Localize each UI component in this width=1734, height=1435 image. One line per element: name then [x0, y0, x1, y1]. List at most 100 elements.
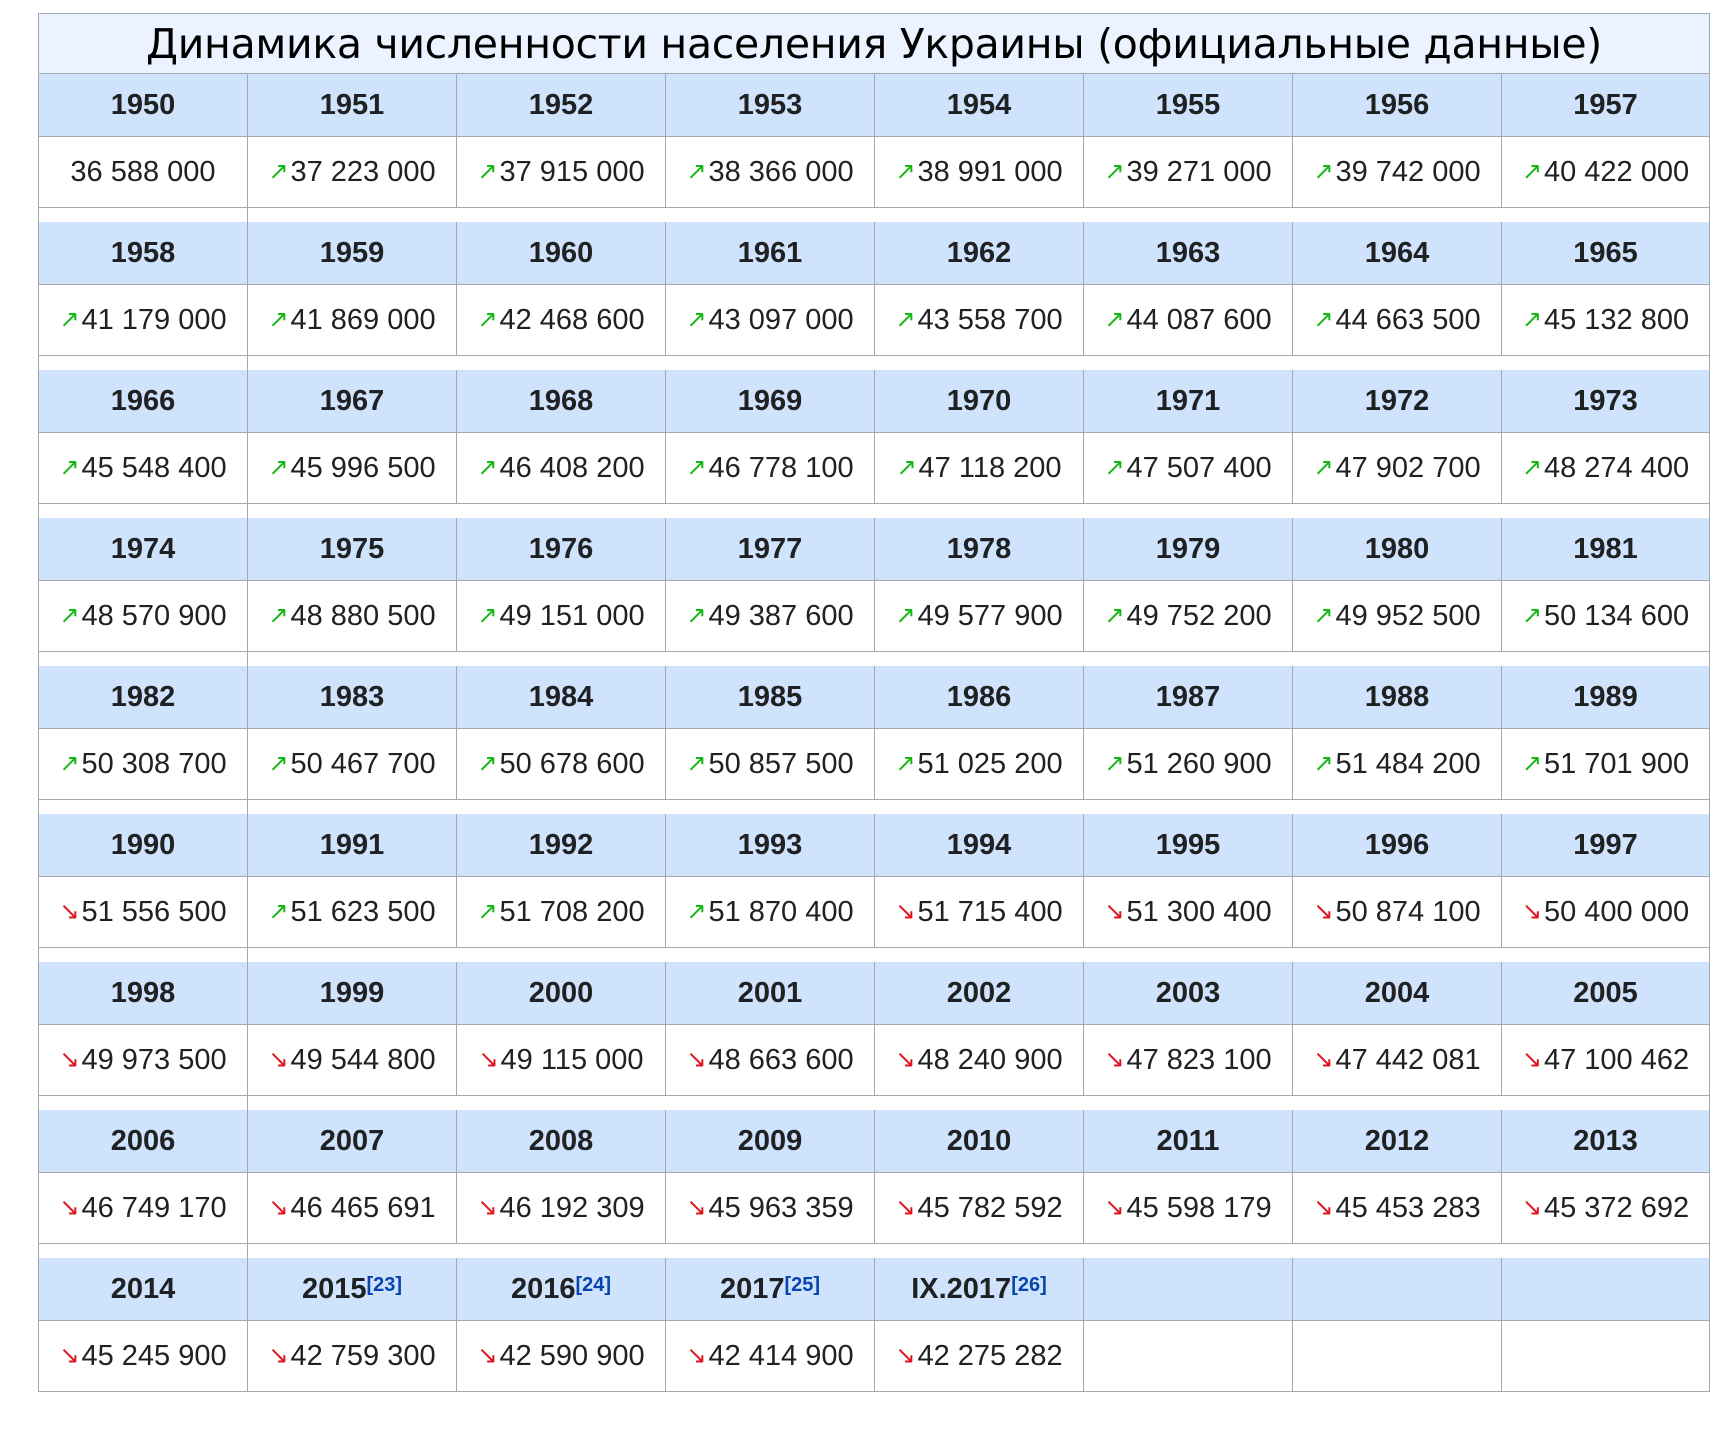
spacer-cell [1083, 504, 1292, 518]
population-value: 45 598 179 [1126, 1191, 1272, 1224]
population-cell: ↗ 38 366 000 [665, 137, 874, 208]
year-label: 1982 [110, 680, 176, 713]
year-label: 1952 [528, 88, 594, 121]
year-label: 2003 [1155, 976, 1221, 1009]
table-block: 1998 1999 2000 2001 2002 2003 2004 2005 ↘ 49 973 … [38, 962, 1710, 1110]
year-cell [1292, 1258, 1501, 1321]
spacer-cell [874, 1096, 1083, 1110]
spacer-cell [456, 504, 665, 518]
spacer-cell [1292, 800, 1501, 814]
population-value-row: ↘ 46 749 170 ↘ 46 465 691 ↘ 46 192 309 ↘ 45 963… [38, 1173, 1710, 1244]
increase-arrow-icon: ↗ [477, 157, 498, 185]
population-value: 37 915 000 [499, 155, 645, 188]
spacer-cell [456, 652, 665, 666]
population-cell: ↗ 46 408 200 [456, 433, 665, 504]
year-label: 1969 [737, 384, 803, 417]
year-cell: IX.2017 [26] [874, 1258, 1083, 1321]
population-cell: ↗ 47 118 200 [874, 433, 1083, 504]
decrease-arrow-icon: ↘ [895, 1193, 916, 1221]
population-cell: ↘ 49 973 500 [38, 1025, 247, 1096]
spacer-cell [38, 208, 247, 222]
population-cell: ↗ 51 025 200 [874, 729, 1083, 800]
year-cell: 1998 [38, 962, 247, 1025]
population-cell: ↗ 50 678 600 [456, 729, 665, 800]
year-cell: 1993 [665, 814, 874, 877]
population-cell: ↗ 37 915 000 [456, 137, 665, 208]
increase-arrow-icon: ↗ [686, 749, 707, 777]
decrease-arrow-icon: ↘ [1104, 897, 1125, 925]
population-value: 50 400 000 [1543, 895, 1690, 928]
population-cell: ↘ 42 590 900 [456, 1321, 665, 1392]
population-value: 50 308 700 [81, 747, 227, 780]
year-cell: 1961 [665, 222, 874, 285]
year-cell: 1964 [1292, 222, 1501, 285]
year-cell: 2005 [1501, 962, 1710, 1025]
population-value: 45 453 283 [1335, 1191, 1481, 1224]
reference-link[interactable]: [26] [1011, 1273, 1047, 1296]
year-cell: 1953 [665, 74, 874, 137]
year-header-row: 1990 1991 1992 1993 1994 1995 1996 1997 [38, 814, 1710, 877]
year-label: 1992 [528, 828, 594, 861]
year-cell: 1960 [456, 222, 665, 285]
table-title: Динамика численности населения Украины (… [38, 13, 1710, 74]
year-cell: 1985 [665, 666, 874, 729]
year-label: 2016 [510, 1272, 576, 1305]
year-cell: 2012 [1292, 1110, 1501, 1173]
year-cell: 2015 [23] [247, 1258, 456, 1321]
year-cell: 1975 [247, 518, 456, 581]
population-value: 40 422 000 [1543, 155, 1690, 188]
year-label: 2011 [1156, 1124, 1220, 1157]
population-cell: ↘ 47 100 462 [1501, 1025, 1710, 1096]
reference-link[interactable]: [23] [366, 1273, 403, 1296]
population-cell: ↘ 46 192 309 [456, 1173, 665, 1244]
spacer-cell [456, 948, 665, 962]
population-cell: ↗ 45 548 400 [38, 433, 247, 504]
population-value: 37 223 000 [290, 155, 436, 188]
year-label: 1990 [110, 828, 176, 861]
year-label: 1984 [528, 680, 594, 713]
year-label: 2017 [719, 1272, 785, 1305]
spacer-cell [874, 504, 1083, 518]
reference-link[interactable]: [24] [575, 1273, 612, 1296]
year-label: 1995 [1155, 828, 1221, 861]
population-value-row: ↘ 45 245 900 ↘ 42 759 300 ↘ 42 590 900 ↘ 42 414… [38, 1321, 1710, 1392]
population-value: 45 996 500 [290, 451, 436, 484]
population-cell: ↘ 47 823 100 [1083, 1025, 1292, 1096]
year-label: 2007 [319, 1124, 385, 1157]
spacer-cell [456, 800, 665, 814]
population-value: 42 468 600 [499, 303, 645, 336]
year-cell: 1976 [456, 518, 665, 581]
population-cell: ↗ 44 663 500 [1292, 285, 1501, 356]
population-cell: ↘ 42 759 300 [247, 1321, 456, 1392]
year-label: 1960 [528, 236, 594, 269]
decrease-arrow-icon: ↘ [686, 1193, 707, 1221]
year-label: 1983 [319, 680, 385, 713]
decrease-arrow-icon: ↘ [895, 897, 916, 925]
year-label: 1965 [1573, 236, 1638, 269]
population-cell: ↘ 50 400 000 [1501, 877, 1710, 948]
increase-arrow-icon: ↗ [1104, 749, 1125, 777]
year-cell: 1950 [38, 74, 247, 137]
reference-link[interactable]: [25] [784, 1273, 821, 1296]
year-cell: 2006 [38, 1110, 247, 1173]
population-cell: ↗ 42 468 600 [456, 285, 665, 356]
year-label: 1991 [319, 828, 385, 861]
decrease-arrow-icon: ↘ [477, 1341, 498, 1369]
year-header-row: 1966 1967 1968 1969 1970 1971 1972 1973 [38, 370, 1710, 433]
year-cell: 1984 [456, 666, 665, 729]
year-label: 1997 [1573, 828, 1638, 861]
year-cell: 1980 [1292, 518, 1501, 581]
year-cell: 1951 [247, 74, 456, 137]
population-cell: ↗ 49 577 900 [874, 581, 1083, 652]
population-value: 51 708 200 [499, 895, 645, 928]
spacer-cell [247, 356, 456, 370]
population-cell: ↗ 50 134 600 [1501, 581, 1710, 652]
decrease-arrow-icon: ↘ [268, 1193, 289, 1221]
decrease-arrow-icon: ↘ [1313, 1193, 1334, 1221]
population-value: 38 991 000 [917, 155, 1063, 188]
year-label: 2006 [110, 1124, 176, 1157]
population-value: 41 179 000 [81, 303, 227, 336]
population-value: 51 025 200 [917, 747, 1063, 780]
year-label: 2000 [528, 976, 594, 1009]
spacer-cell [1083, 208, 1292, 222]
